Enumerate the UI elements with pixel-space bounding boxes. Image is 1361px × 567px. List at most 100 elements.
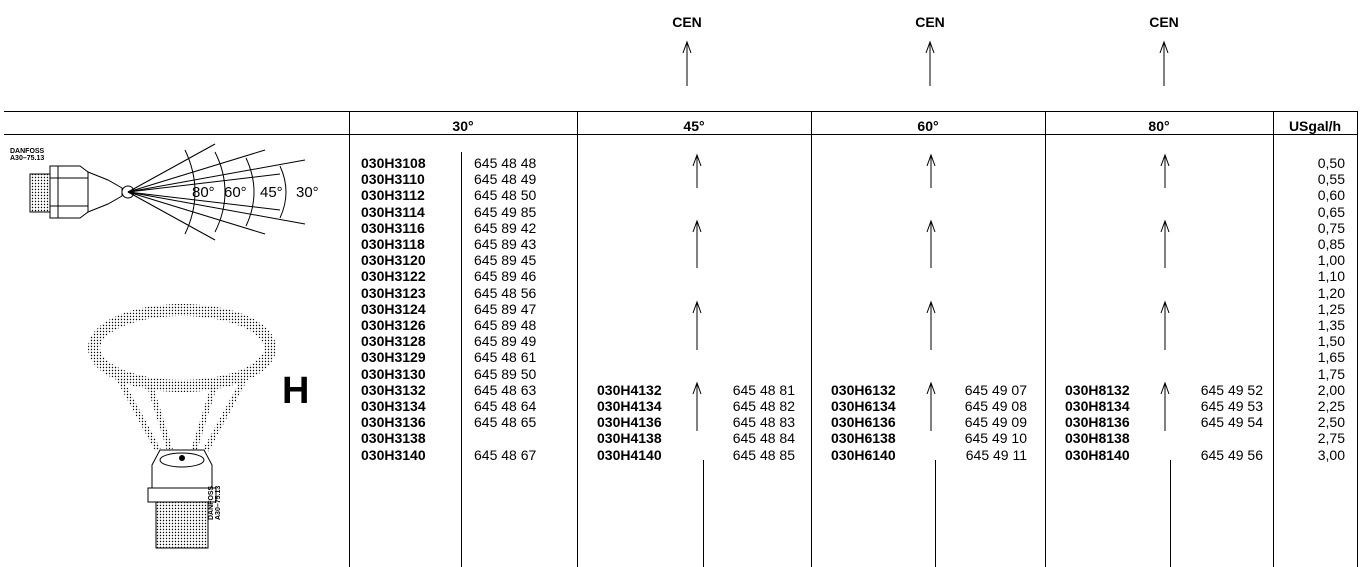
up-arrow [1159, 40, 1169, 86]
cell-p30: 645 89 46 [474, 268, 537, 285]
inner-divider-45 [703, 460, 704, 567]
cell-c30: 030H3129 [361, 349, 426, 366]
cell-p30: 645 48 67 [474, 446, 537, 463]
cell-p45: 645 48 82 [732, 398, 795, 414]
up-arrow [1160, 381, 1170, 431]
cell-c60: 030H6136 [831, 414, 896, 431]
cen-label-80: CEN [1149, 14, 1179, 30]
up-arrow [692, 381, 702, 431]
cell-p60: 645 49 10 [964, 430, 1027, 447]
cell-p80: 645 49 56 [1200, 446, 1263, 463]
cell-flow: 0,85 [1317, 236, 1345, 252]
up-arrow [926, 219, 936, 268]
cell-c80: 030H8138 [1065, 430, 1130, 447]
cell-flow: 1,65 [1317, 349, 1345, 366]
cell-p30: 645 48 48 [474, 155, 537, 171]
spray-pattern-view: H DANFOSS A30–75.13 [88, 300, 340, 560]
cell-c30: 030H3112 [361, 187, 425, 204]
cell-flow: 2,25 [1317, 398, 1345, 414]
cell-c30: 030H3130 [361, 365, 426, 382]
cell-c80: 030H8136 [1065, 414, 1130, 431]
cell-flow: 1,75 [1317, 365, 1345, 382]
cell-c30: 030H3110 [361, 171, 425, 188]
up-arrow [1160, 219, 1170, 268]
cell-c80: 030H8134 [1065, 398, 1130, 414]
cell-c30: 030H3118 [361, 236, 425, 252]
header-flow: USgal/h [1288, 118, 1342, 134]
angle-label-60: 60° [224, 184, 247, 201]
cell-c30: 030H3108 [361, 155, 426, 171]
cell-c45: 030H4138 [597, 430, 662, 447]
cell-flow: 3,00 [1317, 446, 1345, 463]
cell-c30: 030H3116 [361, 219, 425, 236]
up-arrow [1160, 300, 1170, 350]
cell-flow: 0,65 [1317, 203, 1345, 220]
inner-divider-60 [935, 460, 936, 567]
cell-c80: 030H8140 [1065, 446, 1130, 463]
cell-c30: 030H3122 [361, 268, 426, 285]
cell-c30: 030H3128 [361, 333, 426, 350]
cell-c45: 030H4136 [597, 414, 662, 431]
cell-p60: 645 49 08 [964, 398, 1027, 414]
cell-p30: 645 89 49 [474, 333, 537, 350]
cell-c60: 030H6138 [831, 430, 896, 447]
cell-p80: 645 49 52 [1200, 381, 1263, 398]
angle-label-80: 80° [192, 184, 215, 201]
cell-c30: 030H3124 [361, 300, 426, 317]
spray-pattern-drawing [88, 304, 276, 549]
cell-p45: 645 48 81 [732, 381, 795, 398]
header-60: 60° [917, 118, 939, 134]
cell-flow: 0,75 [1317, 219, 1345, 236]
brand-label-rotated-text: DANFOSS [208, 485, 215, 520]
model-label-rotated-text: A30–75.13 [215, 485, 222, 520]
cell-p30: 645 89 43 [474, 236, 537, 252]
cell-flow: 0,50 [1317, 155, 1345, 171]
up-arrow [1160, 153, 1170, 188]
cell-p30: 645 48 61 [474, 349, 537, 366]
cell-c30: 030H3126 [361, 317, 426, 333]
cell-c30: 030H3120 [361, 252, 426, 269]
cell-c45: 030H4140 [597, 446, 662, 463]
header-rule [4, 134, 1358, 135]
cell-c30: 030H3134 [361, 398, 426, 414]
up-arrow [692, 153, 702, 188]
inner-divider-30 [461, 152, 462, 567]
cell-c30: 030H3136 [361, 414, 426, 431]
cell-flow: 2,00 [1317, 381, 1345, 398]
pattern-letter: H [282, 370, 310, 412]
cen-label-45: CEN [672, 14, 702, 30]
cell-p30: 645 49 85 [474, 203, 537, 220]
cell-p30: 645 89 50 [474, 365, 537, 382]
cell-c30: 030H3123 [361, 284, 426, 301]
up-arrow [926, 153, 936, 188]
cell-c45: 030H4134 [597, 398, 662, 414]
cell-c80: 030H8132 [1065, 381, 1130, 398]
header-45: 45° [683, 118, 705, 134]
cell-c30: 030H3140 [361, 446, 426, 463]
cell-p30: 645 48 49 [474, 171, 537, 188]
cell-flow: 1,25 [1317, 300, 1345, 317]
cen-label-60: CEN [915, 14, 945, 30]
cell-c60: 030H6134 [831, 398, 896, 414]
col-divider-4 [1045, 111, 1046, 567]
cell-flow: 1,10 [1317, 268, 1345, 285]
cell-p30: 645 48 65 [474, 414, 537, 431]
inner-divider-80 [1170, 460, 1171, 567]
cell-p60: 645 49 11 [965, 446, 1027, 463]
col-divider-6 [1357, 111, 1358, 567]
up-arrow [925, 40, 935, 86]
cell-p30: 645 89 45 [474, 252, 537, 269]
cell-flow: 1,50 [1317, 333, 1345, 350]
header-80: 80° [1148, 118, 1170, 134]
cell-flow: 0,55 [1317, 171, 1345, 188]
col-divider-5 [1273, 111, 1274, 567]
cell-p45: 645 48 85 [732, 446, 795, 463]
cell-p30: 645 48 50 [474, 187, 537, 204]
cell-p45: 645 48 84 [732, 430, 795, 447]
cell-p80: 645 49 53 [1200, 398, 1263, 414]
cell-c30: 030H3114 [361, 203, 425, 220]
cell-c60: 030H6140 [831, 446, 896, 463]
cell-p80: 645 49 54 [1200, 414, 1263, 431]
cell-p30: 645 89 48 [474, 317, 537, 333]
